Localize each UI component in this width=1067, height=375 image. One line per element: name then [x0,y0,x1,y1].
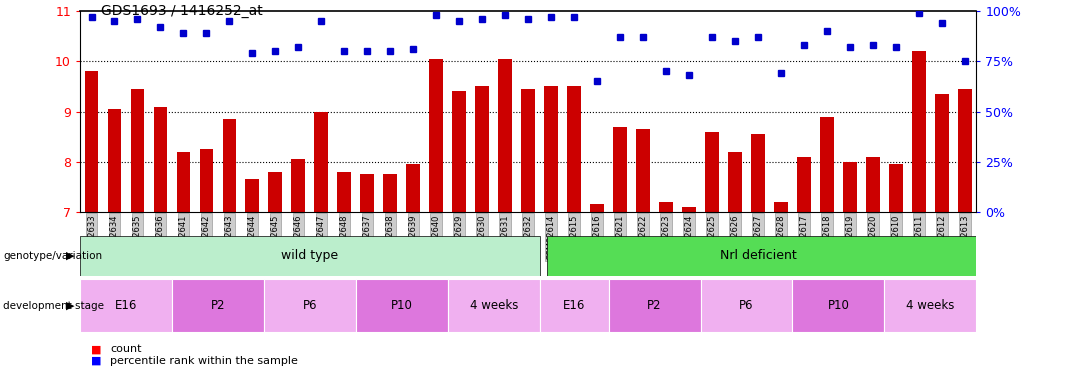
Text: P6: P6 [303,299,317,312]
Text: P2: P2 [210,299,225,312]
Text: GDS1693 / 1416252_at: GDS1693 / 1416252_at [101,4,264,18]
Bar [315,112,329,212]
Text: P2: P2 [648,299,662,312]
Bar [728,152,742,212]
Bar [200,149,213,212]
Text: E16: E16 [563,299,586,312]
Bar [590,204,604,212]
Bar [245,179,259,212]
Bar [475,87,489,212]
Text: percentile rank within the sample: percentile rank within the sample [110,356,298,366]
Bar [291,159,305,212]
Bar [223,119,236,212]
Bar [355,279,448,332]
Bar [912,51,926,212]
Bar [407,164,420,212]
Bar [701,279,793,332]
Bar [361,174,375,212]
Bar [958,89,972,212]
Bar [176,152,190,212]
Bar [80,236,540,276]
Bar [540,279,608,332]
Text: 4 weeks: 4 weeks [906,299,955,312]
Bar [448,279,540,332]
Text: P6: P6 [739,299,753,312]
Bar [544,87,558,212]
Bar [383,174,397,212]
Bar [793,279,885,332]
Bar [498,59,512,212]
Text: development stage: development stage [3,301,105,310]
Bar [429,59,443,212]
Bar [269,172,283,212]
Bar [774,202,787,212]
Text: Nrl deficient: Nrl deficient [719,249,796,262]
Bar [682,207,696,212]
Bar [522,89,535,212]
Bar [866,157,880,212]
Text: P10: P10 [828,299,849,312]
Text: ▶: ▶ [66,251,75,261]
Bar [885,279,976,332]
Text: ▶: ▶ [66,301,75,310]
Bar [452,92,466,212]
Bar [889,164,903,212]
Bar [797,157,811,212]
Bar [614,127,627,212]
Text: count: count [110,344,142,354]
Text: genotype/variation: genotype/variation [3,251,102,261]
Bar [108,109,122,212]
Bar [154,106,168,212]
Bar [636,129,650,212]
Text: wild type: wild type [282,249,338,262]
Bar [843,162,857,212]
Bar [705,132,719,212]
Bar [546,236,976,276]
Text: ■: ■ [91,356,101,366]
Bar [264,279,355,332]
Bar [130,89,144,212]
Text: 4 weeks: 4 weeks [469,299,517,312]
Text: E16: E16 [115,299,138,312]
Bar [751,134,765,212]
Bar [659,202,673,212]
Bar [608,279,701,332]
Bar [84,71,98,212]
Bar [337,172,351,212]
Text: ■: ■ [91,344,101,354]
Bar [935,94,949,212]
Bar [172,279,264,332]
Bar [568,87,582,212]
Bar [821,117,833,212]
Text: P10: P10 [391,299,413,312]
Bar [80,279,172,332]
